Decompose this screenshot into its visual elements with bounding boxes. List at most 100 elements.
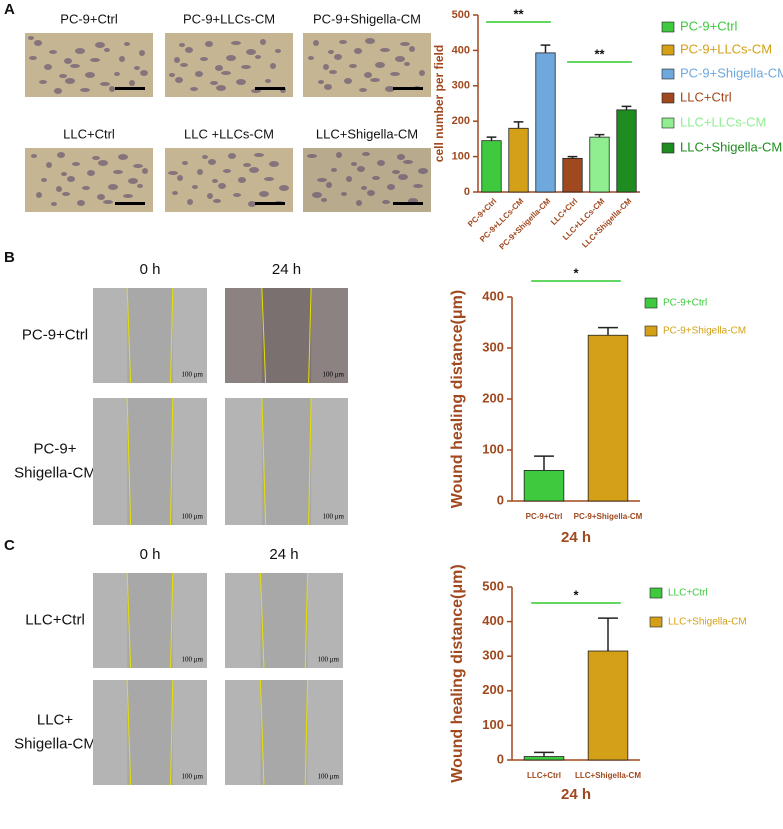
legend-swatch: [661, 44, 675, 56]
legend-swatch: [661, 117, 675, 129]
bar: [587, 334, 629, 502]
cell-blob: [370, 78, 380, 82]
legend-label: PC-9+Shigella-CM: [663, 326, 746, 337]
scale-bar: [115, 87, 145, 90]
y-axis-label: Wound healing distance(μm): [449, 564, 466, 782]
row-label: LLC+Ctrl: [25, 611, 85, 628]
cell-blob: [31, 154, 37, 158]
cell-blob: [54, 88, 62, 94]
significance-label: **: [513, 6, 524, 21]
cell-blob: [323, 64, 329, 70]
y-tick-label: 500: [482, 578, 504, 593]
scale-label: 100 μm: [182, 371, 204, 379]
cell-blob: [248, 201, 256, 207]
bar: [481, 140, 502, 193]
cell-blob: [119, 56, 125, 62]
cell-blob: [168, 171, 178, 175]
cell-blob: [241, 65, 251, 69]
cell-blob: [331, 168, 337, 172]
wound-edge: [261, 287, 267, 384]
cell-blob: [390, 72, 400, 76]
cell-blob: [65, 78, 75, 84]
y-axis-label: Wound healing distance(μm): [449, 290, 466, 508]
scale-label: 100 μm: [323, 371, 345, 379]
cell-blob: [216, 85, 226, 91]
scale-label: 100 μm: [318, 773, 340, 781]
cell-blob: [409, 46, 415, 52]
cell-blob: [59, 74, 67, 78]
cell-blob: [233, 193, 241, 197]
wound-edge: [126, 679, 132, 786]
cell-blob: [67, 176, 75, 182]
cell-blob: [182, 161, 188, 165]
x-tick-label: LLC+Shigella-CM: [575, 771, 641, 780]
cell-blob: [51, 202, 57, 206]
bar: [523, 756, 565, 761]
wound-edge: [170, 572, 174, 669]
cell-blob: [70, 64, 80, 68]
y-tick-label: 400: [452, 44, 470, 56]
cell-blob: [87, 170, 95, 176]
cell-blob: [218, 183, 226, 189]
scale-label: 100 μm: [323, 513, 345, 521]
legend-swatch: [661, 92, 675, 104]
legend-swatch: [661, 21, 675, 33]
bar: [616, 109, 637, 193]
error-bar: [534, 455, 554, 471]
cell-blob: [92, 156, 100, 160]
scale-bar: [115, 202, 145, 205]
y-tick-label: 0: [464, 186, 470, 198]
cell-blob: [377, 160, 385, 166]
legend-swatch: [644, 297, 658, 309]
y-tick-label: 200: [452, 115, 470, 127]
legend-label: PC-9+Ctrl: [680, 18, 738, 33]
cell-blob: [97, 194, 105, 200]
legend-label: LLC+LLCs-CM: [680, 114, 766, 129]
cell-blob: [197, 169, 203, 175]
column-header: 24 h: [272, 261, 301, 278]
wound-edge: [170, 287, 174, 384]
y-tick-label: 100: [482, 441, 504, 456]
cell-blob: [75, 48, 85, 54]
legend-swatch: [661, 142, 675, 154]
cell-blob: [324, 84, 332, 90]
cell-blob: [90, 58, 100, 62]
row-label: PC-9+Ctrl: [22, 326, 88, 343]
error-bar: [534, 751, 554, 757]
cell-blob: [177, 175, 183, 181]
cell-blob: [142, 168, 148, 174]
y-tick-label: 200: [482, 390, 504, 405]
row-label: PC-9+: [34, 440, 77, 457]
cell-blob: [385, 86, 395, 92]
cell-blob: [270, 63, 276, 69]
legend-swatch: [649, 616, 663, 628]
y-tick-label: 400: [482, 288, 504, 303]
wound-edge: [126, 287, 132, 384]
cell-blob: [202, 155, 208, 159]
cell-blob: [238, 177, 246, 183]
cell-blob: [269, 161, 279, 167]
cell-blob: [95, 42, 105, 48]
cell-blob: [364, 72, 372, 78]
cell-blob: [100, 82, 110, 86]
cell-blob: [403, 160, 413, 164]
legend-swatch: [661, 68, 675, 80]
cell-blob: [351, 162, 357, 166]
cell-blob: [124, 42, 130, 46]
cell-blob: [419, 70, 425, 76]
wound-edge: [261, 397, 267, 526]
cell-blob: [62, 192, 70, 196]
wound-gap: [260, 680, 308, 785]
cell-blob: [180, 63, 188, 67]
cell-blob: [113, 170, 123, 174]
cell-blob: [395, 56, 405, 62]
cell-blob: [279, 185, 289, 191]
y-tick-label: 100: [482, 717, 504, 732]
cell-blob: [259, 191, 269, 197]
legend-label: PC-9+Ctrl: [663, 298, 707, 309]
cell-blob: [200, 57, 208, 61]
cell-blob: [231, 41, 241, 45]
cell-blob: [36, 192, 42, 198]
cell-blob: [260, 39, 266, 45]
wound-edge: [259, 572, 265, 669]
